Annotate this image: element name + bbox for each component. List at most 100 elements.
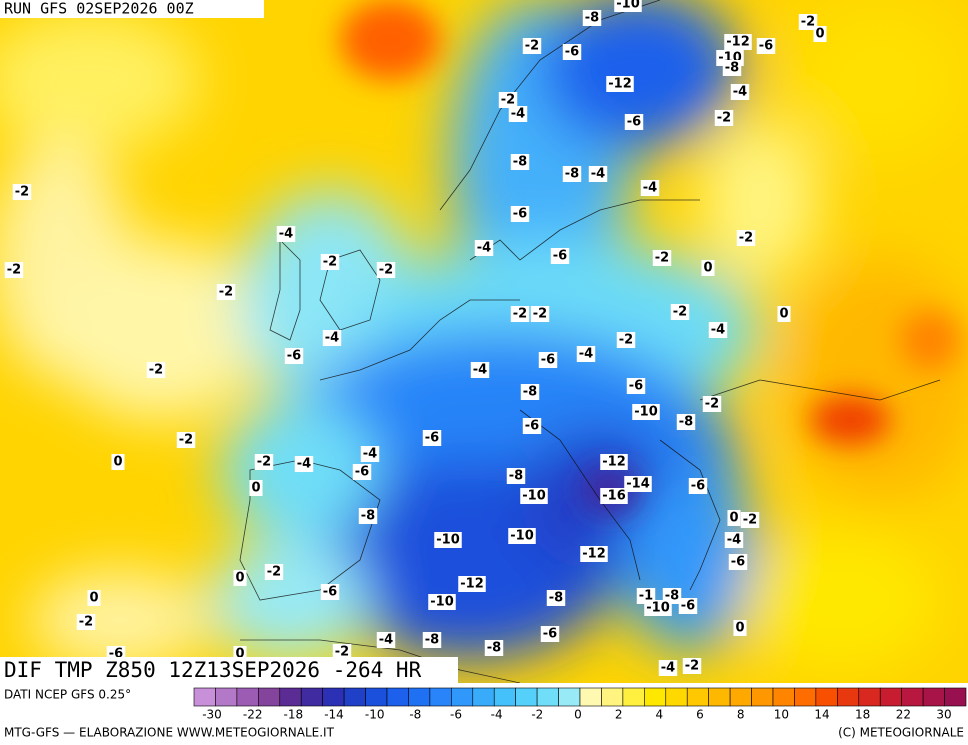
contour-label: -6	[323, 585, 337, 600]
product-box	[0, 657, 458, 683]
contour-label: -14	[626, 477, 650, 492]
contour-label: -8	[585, 11, 599, 26]
contour-label: -2	[15, 185, 29, 200]
contour-label: -12	[582, 547, 606, 562]
colorbar-swatch	[644, 687, 667, 707]
contour-label: 0	[815, 27, 824, 42]
contour-label: -6	[759, 39, 773, 54]
contour-label-box	[352, 464, 372, 480]
colorbar-label: 8	[737, 708, 745, 722]
colorbar-label: -30	[202, 708, 222, 722]
contour-label: -8	[523, 385, 537, 400]
contour-label: -2	[335, 645, 349, 660]
colorbar-label: 18	[855, 708, 870, 722]
colorbar-label: -6	[450, 708, 462, 722]
colorbar-swatch	[215, 687, 238, 707]
contour-label-box	[510, 154, 530, 170]
contour-label-box	[428, 594, 456, 610]
credit: MTG-GFS — ELABORAZIONE WWW.METEOGIORNALE…	[4, 726, 335, 740]
colorbar-swatch	[386, 687, 409, 707]
contour-label-box	[616, 332, 636, 348]
contour-label-box	[688, 478, 708, 494]
contour-label-box	[320, 584, 340, 600]
colorbar-swatch	[901, 687, 924, 707]
colorbar-label: 10	[774, 708, 789, 722]
contour-label: -8	[513, 155, 527, 170]
colorbar-swatch	[772, 687, 795, 707]
colorbar-label: -2	[531, 708, 543, 722]
contour-label: -2	[685, 659, 699, 674]
colorbar-swatch	[343, 687, 366, 707]
contour-label: -4	[511, 107, 525, 122]
colorbar-swatch	[858, 687, 881, 707]
contour-label: -2	[739, 231, 753, 246]
contour-label-box	[736, 230, 756, 246]
contour-label-box	[588, 166, 608, 182]
contour-label-box	[146, 362, 166, 378]
contour-label: -6	[629, 379, 643, 394]
colorbar-swatch	[601, 687, 624, 707]
contour-label: -6	[681, 599, 695, 614]
contour-label-box	[546, 590, 566, 606]
colorbar-swatch	[686, 687, 709, 707]
contour-label-box	[724, 532, 744, 548]
colorbar-swatch	[429, 687, 452, 707]
contour-label-box	[576, 346, 596, 362]
contour-label: -6	[541, 353, 555, 368]
contour-label-box	[522, 38, 542, 54]
contour-label-box	[358, 508, 378, 524]
contour-label: 0	[779, 307, 788, 322]
contour-label: 0	[703, 261, 712, 276]
colorbar-label: 2	[615, 708, 623, 722]
contour-label-box	[652, 250, 672, 266]
contour-label: -12	[608, 77, 632, 92]
contour-label-box	[254, 454, 274, 470]
colorbar-label: -18	[284, 708, 304, 722]
contour-label: -8	[549, 591, 563, 606]
contour-label-box	[562, 44, 582, 60]
colorbar: -30 -22 -18 -14 -10 -8 -6 -4 -2 0 2 4 6 8 10 14 18 22 30	[193, 687, 967, 722]
run-box	[0, 0, 264, 18]
contour-label-box	[508, 106, 528, 122]
colorbar-swatch	[365, 687, 388, 707]
contour-label-box	[458, 576, 486, 592]
contour-label-box	[422, 430, 442, 446]
colorbar-swatch	[193, 687, 216, 707]
contour-label-box	[756, 38, 776, 54]
colorbar-swatch	[879, 687, 902, 707]
contour-label: -2	[323, 255, 337, 270]
contour-label: -8	[509, 469, 523, 484]
contour-label-box	[614, 0, 642, 12]
contour-label: 0	[735, 621, 744, 636]
product-title: DIF TMP Z850 12Z13SEP2026 -264 HR	[4, 658, 422, 682]
contour-label: -6	[287, 349, 301, 364]
contour-label: -2	[619, 333, 633, 348]
contour-label: -4	[661, 661, 675, 676]
contour-label-box	[422, 632, 442, 648]
contour-label-box	[658, 660, 678, 676]
colorbar-swatch	[729, 687, 752, 707]
colorbar-swatch	[622, 687, 645, 707]
colorbar-label: 22	[896, 708, 911, 722]
contour-label: -12	[460, 577, 484, 592]
contour-label-box	[714, 110, 734, 126]
contour-label-box	[722, 60, 742, 76]
contour-label: -2	[257, 455, 271, 470]
colorbar-swatch	[258, 687, 281, 707]
contour-label: -2	[705, 397, 719, 412]
contour-label: -10	[436, 533, 460, 548]
contour-label: -4	[579, 347, 593, 362]
contour-label-box	[520, 384, 540, 400]
contour-label-box	[600, 488, 628, 504]
contour-label-box	[508, 528, 536, 544]
contour-label-box	[730, 84, 750, 100]
contour-label-box	[600, 454, 628, 470]
contour-label: -4	[643, 181, 657, 196]
contour-label-box	[624, 476, 652, 492]
contour-label: -2	[79, 615, 93, 630]
contour-label-box	[87, 590, 101, 606]
contour-label: -10	[430, 595, 454, 610]
contour-label: -8	[487, 641, 501, 656]
contour-label: -10	[510, 529, 534, 544]
